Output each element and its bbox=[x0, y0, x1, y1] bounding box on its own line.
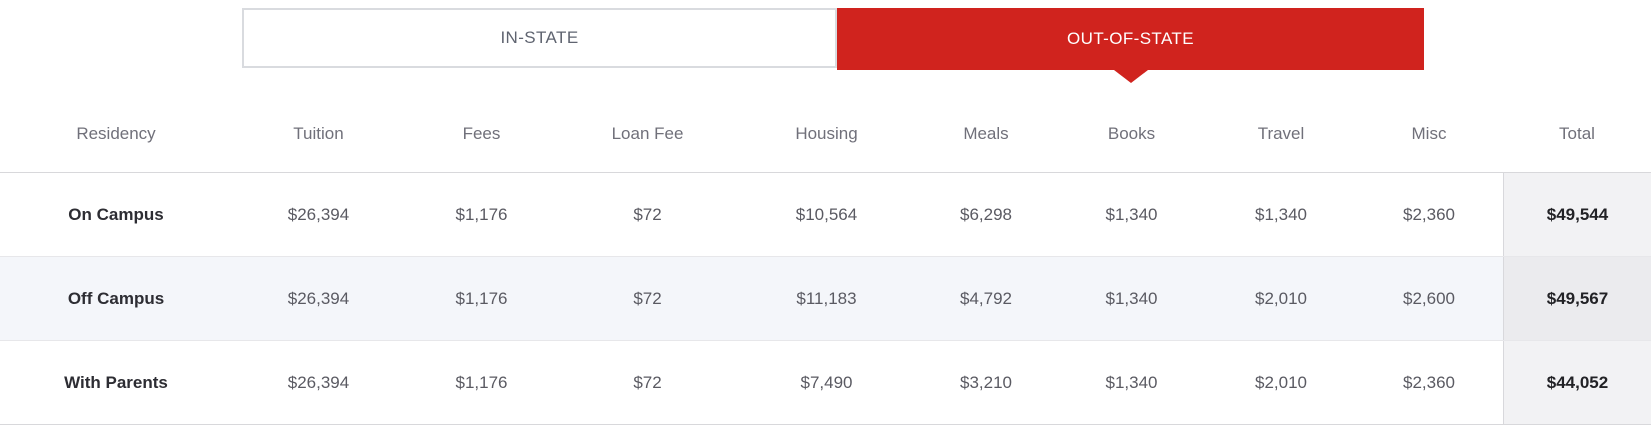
active-tab-pointer-icon bbox=[1113, 70, 1148, 83]
table-row-on-campus: On Campus $26,394 $1,176 $72 $10,564 $6,… bbox=[0, 173, 1651, 257]
column-header-travel: Travel bbox=[1257, 123, 1305, 143]
cell-misc: $2,360 bbox=[1403, 372, 1455, 392]
table-row-with-parents: With Parents $26,394 $1,176 $72 $7,490 $… bbox=[0, 341, 1651, 425]
cell-travel: $1,340 bbox=[1255, 204, 1307, 224]
cell-meals: $4,792 bbox=[960, 288, 1012, 308]
cell-total: $49,544 bbox=[1503, 173, 1651, 256]
column-header-total: Total bbox=[1559, 123, 1595, 143]
cell-travel: $2,010 bbox=[1255, 372, 1307, 392]
cell-books: $1,340 bbox=[1105, 204, 1158, 224]
cell-meals: $6,298 bbox=[960, 204, 1012, 224]
cell-fees: $1,176 bbox=[455, 204, 508, 224]
cell-housing: $11,183 bbox=[796, 288, 857, 308]
column-header-books: Books bbox=[1107, 123, 1156, 143]
tab-out-of-state-label: OUT-OF-STATE bbox=[1067, 29, 1194, 48]
cell-fees: $1,176 bbox=[455, 288, 508, 308]
cell-tuition: $26,394 bbox=[287, 288, 350, 308]
column-header-housing: Housing bbox=[795, 123, 858, 143]
cell-misc: $2,600 bbox=[1403, 288, 1455, 308]
cell-residency: With Parents bbox=[64, 372, 168, 392]
cell-misc: $2,360 bbox=[1403, 204, 1455, 224]
cost-table: Residency Tuition Fees Loan Fee Housing … bbox=[0, 68, 1651, 425]
cell-fees: $1,176 bbox=[455, 372, 508, 392]
table-row-off-campus: Off Campus $26,394 $1,176 $72 $11,183 $4… bbox=[0, 257, 1651, 341]
cell-travel: $2,010 bbox=[1255, 288, 1307, 308]
column-header-residency: Residency bbox=[76, 123, 156, 143]
cell-meals: $3,210 bbox=[960, 372, 1012, 392]
tab-in-state[interactable]: IN-STATE bbox=[242, 8, 837, 68]
tab-out-of-state[interactable]: OUT-OF-STATE bbox=[837, 8, 1424, 83]
cell-loan-fee: $72 bbox=[633, 288, 662, 308]
cell-loan-fee: $72 bbox=[633, 372, 662, 392]
cell-loan-fee: $72 bbox=[633, 204, 662, 224]
column-header-tuition: Tuition bbox=[293, 123, 344, 143]
column-header-fees: Fees bbox=[462, 123, 501, 143]
cell-books: $1,340 bbox=[1105, 372, 1158, 392]
cell-books: $1,340 bbox=[1105, 288, 1158, 308]
cell-tuition: $26,394 bbox=[287, 204, 350, 224]
cell-residency: Off Campus bbox=[67, 288, 165, 308]
cell-total: $44,052 bbox=[1503, 341, 1651, 424]
column-header-misc: Misc bbox=[1411, 123, 1447, 143]
cell-residency: On Campus bbox=[68, 204, 164, 224]
column-header-loan-fee: Loan Fee bbox=[611, 123, 684, 143]
cell-tuition: $26,394 bbox=[287, 372, 350, 392]
table-header-row: Residency Tuition Fees Loan Fee Housing … bbox=[0, 68, 1651, 173]
cell-total: $49,567 bbox=[1503, 257, 1651, 340]
cell-housing: $10,564 bbox=[795, 204, 858, 224]
cell-housing: $7,490 bbox=[800, 372, 853, 392]
column-header-meals: Meals bbox=[963, 123, 1009, 143]
tab-in-state-label: IN-STATE bbox=[500, 28, 579, 47]
residency-tabs: IN-STATE OUT-OF-STATE bbox=[242, 8, 1424, 83]
